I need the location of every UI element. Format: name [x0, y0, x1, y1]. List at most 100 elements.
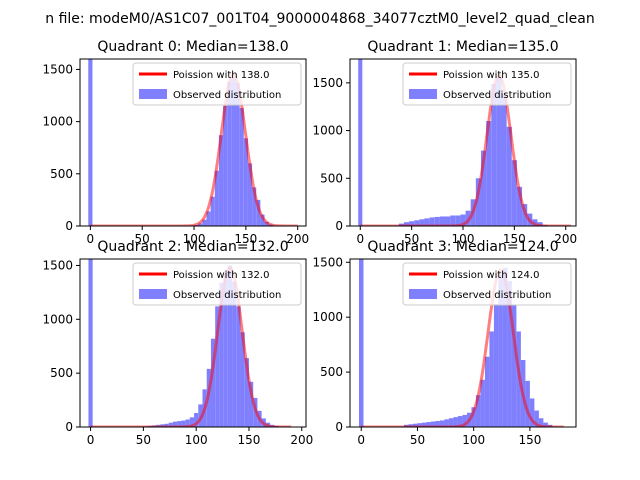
histogram-bar	[486, 121, 492, 226]
histogram-bar	[450, 215, 456, 226]
histogram-bar	[244, 358, 249, 427]
histogram-bar	[462, 414, 467, 427]
histogram-bar	[214, 170, 219, 226]
legend-bar-swatch	[139, 89, 167, 99]
y-tick-label: 1500	[42, 62, 73, 76]
x-tick-label: 200	[286, 232, 309, 246]
panel-title: Quadrant 0: Median=138.0	[97, 39, 288, 55]
x-tick-label: 0	[356, 232, 364, 246]
panel-title: Quadrant 3: Median=124.0	[367, 239, 558, 255]
poisson-curve	[360, 268, 564, 427]
histogram-bar	[227, 265, 233, 427]
histogram-bar	[522, 204, 528, 226]
x-tick-label: 50	[410, 433, 425, 447]
legend-curve-label: Poission with 138.0	[173, 70, 269, 81]
histogram-bar	[501, 94, 507, 226]
axes-frame	[79, 58, 307, 227]
histogram-bar	[429, 217, 435, 226]
histogram-bar	[426, 422, 431, 427]
histogram-bar	[525, 380, 530, 427]
histogram-bar	[172, 421, 178, 427]
histogram-spike-bar	[88, 59, 93, 226]
legend-bar-label: Observed distribution	[173, 90, 281, 101]
x-tick-label: 150	[238, 433, 261, 447]
x-tick-label: 200	[290, 433, 313, 447]
histogram-bar	[194, 413, 199, 427]
panel-quadrant-2: 0 50 100 150 200 0 500 1000 1500 Quadrant 2: Medi…	[42, 239, 313, 447]
histogram-bar	[235, 83, 240, 226]
poisson-curve	[90, 266, 292, 427]
histogram-bar	[496, 77, 502, 226]
histogram-bar	[421, 422, 427, 427]
histogram-bar	[177, 421, 182, 427]
histogram-bar	[445, 216, 451, 226]
histogram-bar	[475, 395, 481, 427]
histogram-bar	[511, 160, 517, 226]
histogram-bar	[227, 81, 232, 226]
histogram-bar	[448, 418, 454, 427]
histogram-bar	[210, 196, 215, 226]
y-tick-label: 1000	[42, 115, 73, 129]
x-tick-label: 100	[185, 433, 208, 447]
histogram-bar	[412, 423, 418, 427]
poisson-curve	[359, 73, 572, 226]
histogram-bar	[435, 420, 440, 427]
panel-quadrant-1: 0 50 100 150 200 0 500 1000 1500 Quadrant 1: Medi…	[312, 39, 577, 246]
y-tick-label: 500	[320, 365, 343, 379]
histogram-bar	[223, 270, 228, 427]
histogram-bar	[537, 222, 543, 226]
histogram-bar	[460, 214, 466, 226]
x-tick-label: 100	[462, 433, 485, 447]
histogram-bar	[239, 108, 244, 226]
legend-curve-label: Poission with 135.0	[443, 70, 539, 81]
histogram-bar	[480, 379, 485, 427]
histogram-bar	[471, 407, 476, 427]
y-tick-label: 1000	[312, 310, 343, 324]
histogram-bar	[218, 135, 224, 226]
histogram-bar	[243, 138, 248, 226]
panel-quadrant-0: 0 50 100 150 200 0 500 1000 1500 Quadrant 0: Medi…	[42, 39, 309, 246]
x-tick-label: 50	[136, 433, 151, 447]
legend-curve-label: Poission with 124.0	[443, 270, 539, 281]
legend: Poission with 124.0 Observed distribution	[402, 262, 572, 306]
histogram-bar	[532, 219, 538, 226]
histogram-bar	[419, 219, 425, 226]
histogram-bar	[491, 83, 497, 226]
histogram-bar	[236, 306, 241, 427]
y-tick-label: 1500	[312, 76, 343, 90]
histogram-bar	[417, 423, 422, 427]
histogram-bar	[529, 398, 535, 427]
legend-bar-swatch	[409, 89, 437, 99]
histogram-bar	[240, 332, 245, 427]
histogram-bar	[516, 186, 523, 226]
x-tick-label: 150	[234, 232, 257, 246]
poisson-curve	[89, 73, 299, 226]
histogram-bar	[409, 221, 415, 226]
x-tick-label: 100	[183, 232, 206, 246]
histogram-spike-bar	[88, 259, 93, 427]
y-tick-label: 1500	[42, 258, 73, 272]
histogram-bar	[206, 211, 211, 226]
x-tick-label: 0	[357, 433, 365, 447]
histogram-bar	[502, 267, 508, 427]
histogram-bar	[198, 223, 203, 226]
histogram-bar	[455, 215, 461, 226]
histogram-bar	[223, 105, 228, 226]
plot-area	[88, 59, 299, 226]
y-tick-label: 1500	[312, 255, 343, 269]
legend: Poission with 132.0 Observed distribution	[132, 262, 302, 306]
histogram-bar	[248, 381, 254, 427]
histogram-bar	[511, 305, 517, 427]
histogram-bar	[232, 281, 237, 427]
histogram-bar	[543, 422, 548, 427]
histogram-bar	[493, 304, 499, 427]
plot-area	[358, 259, 564, 427]
histogram-bar	[168, 422, 173, 427]
x-tick-label: 150	[518, 433, 541, 447]
histogram-bar	[444, 419, 449, 427]
histogram-bar	[414, 220, 420, 226]
histogram-bar	[489, 331, 494, 427]
histogram-bar	[247, 163, 253, 226]
